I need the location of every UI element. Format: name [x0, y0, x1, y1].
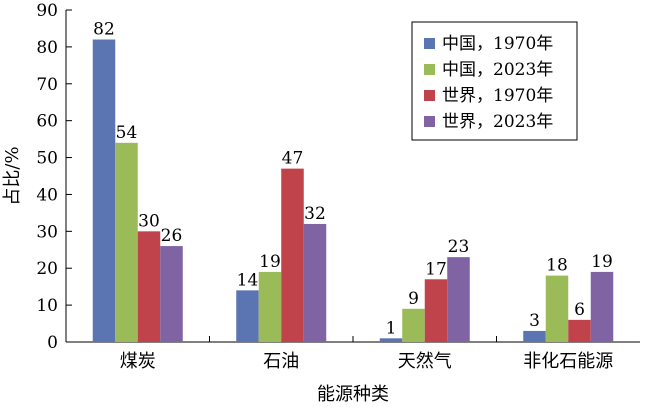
x-category-label: 天然气	[398, 351, 452, 372]
bar	[424, 279, 448, 342]
y-tick-label: 40	[36, 185, 58, 205]
bar	[568, 319, 591, 342]
data-label: 6	[574, 300, 585, 320]
y-tick-label: 20	[36, 259, 58, 279]
x-axis-title: 能源种类	[317, 384, 389, 405]
data-label: 47	[282, 149, 304, 169]
bar	[160, 246, 183, 342]
data-label: 54	[116, 123, 138, 143]
y-tick-label: 80	[36, 38, 58, 58]
data-label: 1	[386, 318, 397, 338]
data-label: 82	[93, 20, 115, 40]
bar	[258, 271, 282, 342]
data-label: 19	[591, 252, 613, 272]
bar	[545, 275, 569, 342]
data-label: 18	[546, 256, 568, 276]
legend-label: 世界，1970年	[442, 86, 553, 106]
data-label: 19	[259, 252, 281, 272]
bar	[92, 39, 116, 343]
data-label: 32	[304, 204, 326, 224]
data-label: 23	[448, 237, 470, 257]
legend-label: 中国，2023年	[442, 60, 553, 80]
y-tick-label: 0	[47, 333, 58, 353]
y-tick-label: 90	[36, 1, 58, 21]
legend-label: 世界，2023年	[442, 112, 553, 132]
x-category-label: 煤炭	[120, 351, 156, 372]
y-tick-label: 70	[36, 75, 58, 95]
legend-box	[411, 21, 578, 141]
y-axis-title: 占比/%	[2, 146, 23, 205]
data-label: 9	[408, 289, 419, 309]
bar	[115, 142, 138, 342]
x-category-label: 石油	[263, 351, 299, 372]
bar	[523, 330, 546, 342]
legend-label: 中国，1970年	[442, 34, 553, 54]
bar	[590, 271, 614, 342]
data-label: 14	[237, 270, 259, 290]
bar	[402, 308, 425, 342]
data-label: 26	[161, 226, 183, 246]
y-tick-label: 10	[36, 296, 58, 316]
legend-swatch	[424, 38, 435, 49]
legend-swatch	[424, 90, 435, 101]
bar	[447, 257, 470, 342]
bar	[281, 168, 304, 342]
data-label: 3	[529, 311, 540, 331]
bar	[379, 338, 403, 342]
bar	[137, 231, 161, 342]
y-axis: 0 10 20 30 40 50 60 70 80 90	[36, 1, 72, 353]
bar	[303, 223, 327, 342]
x-category-label: 非化石能源	[523, 351, 613, 372]
bars	[92, 39, 614, 343]
y-tick-label: 30	[36, 222, 58, 242]
y-tick-label: 60	[36, 112, 58, 132]
bar	[236, 290, 259, 342]
legend-swatch	[424, 64, 435, 75]
legend-swatch	[424, 116, 435, 127]
y-tick-label: 50	[36, 149, 58, 169]
data-label: 17	[425, 259, 447, 279]
data-label: 30	[138, 211, 160, 231]
